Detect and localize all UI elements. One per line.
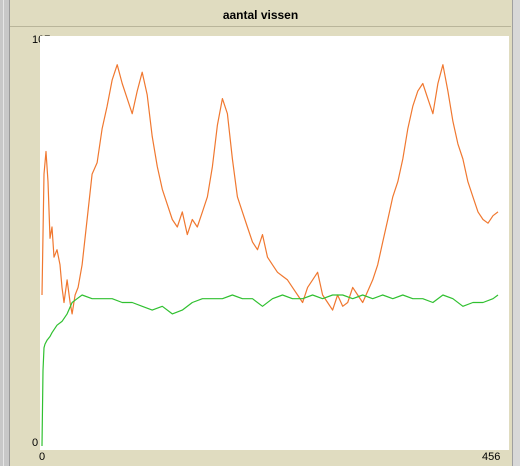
series-line-1 [41,64,499,315]
plot-panel: aantal vissen 107 0 0 456 [10,0,511,466]
line-chart [41,64,499,447]
title-divider [10,26,511,27]
x-axis-min-label: 0 [39,451,46,463]
right-scrollbar[interactable] [512,0,520,466]
x-axis-max-label: 456 [482,451,501,463]
series-line-2 [41,294,499,447]
left-window-edge [0,0,10,466]
plot-area [40,36,509,450]
y-axis-min-label: 0 [32,437,39,449]
plot-title: aantal vissen [222,8,299,22]
